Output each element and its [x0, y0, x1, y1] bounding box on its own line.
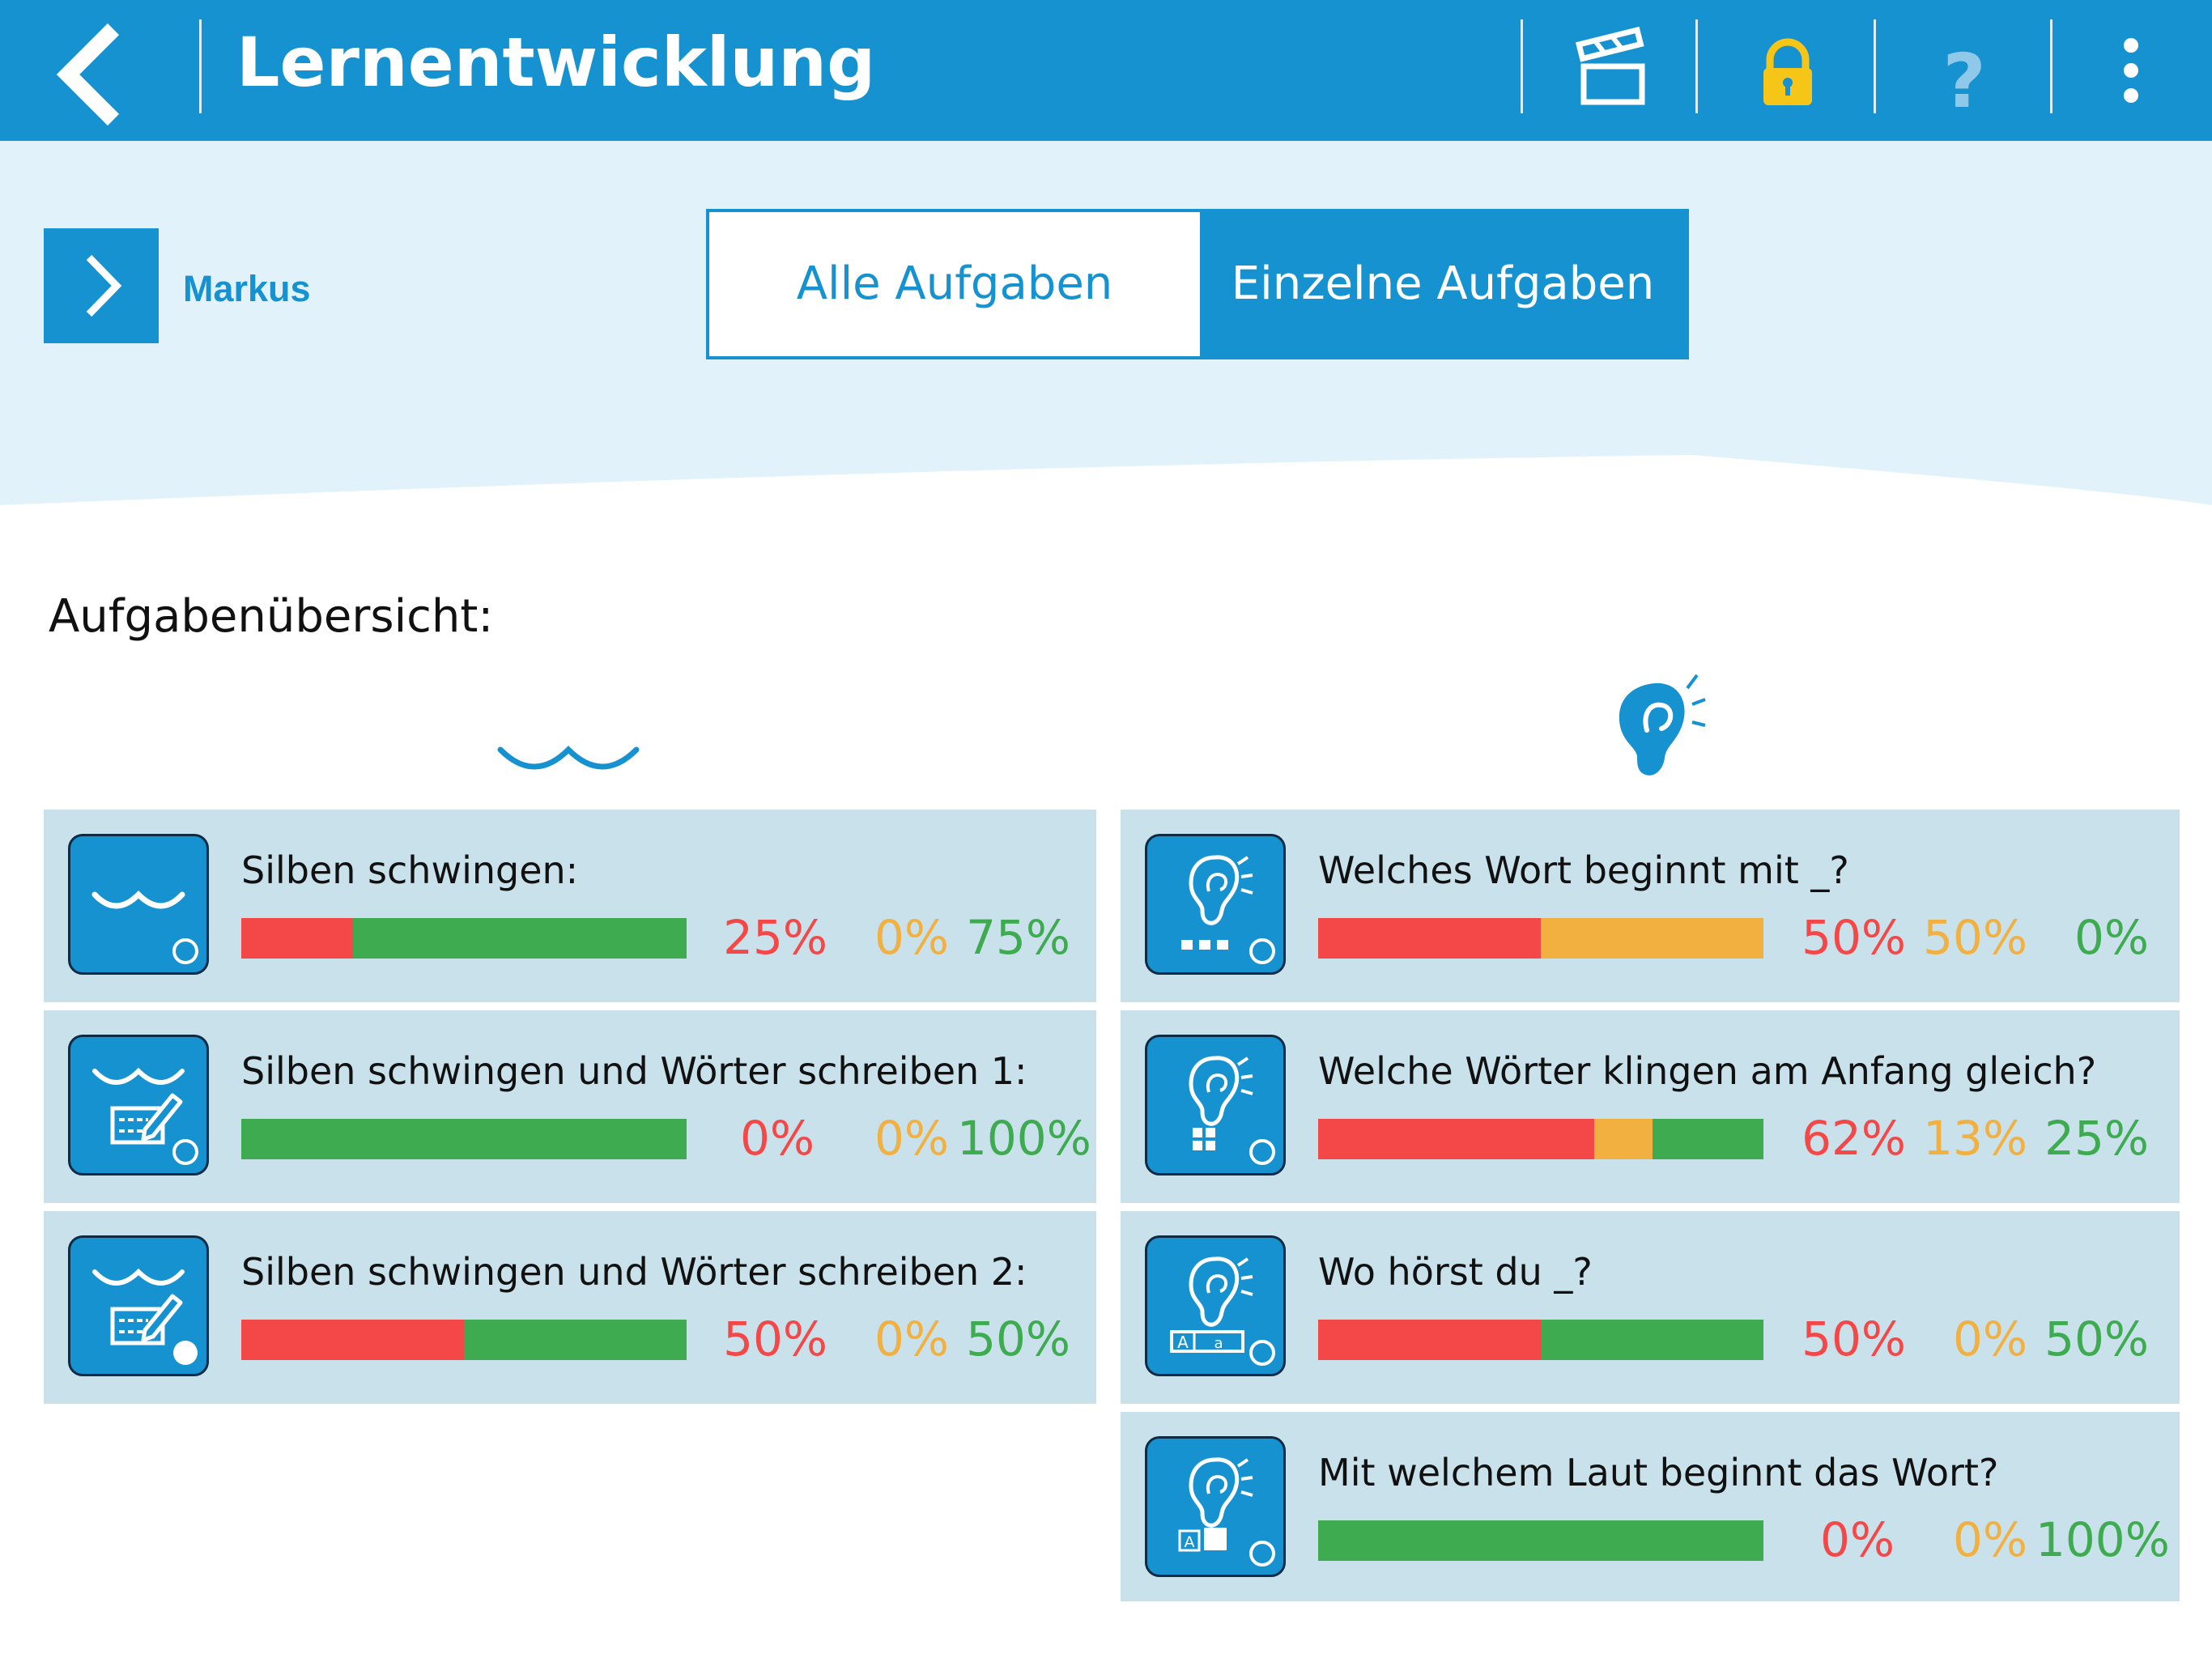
lock-icon [1763, 38, 1812, 105]
result-bar [1318, 918, 1763, 959]
task-card-syllables[interactable]: Silben schwingen: 25% 0% 75% [44, 810, 1096, 1002]
percent-wrong: 62% [1802, 1111, 1906, 1166]
task-icon-button[interactable] [1145, 1035, 1286, 1175]
lock-button[interactable] [1707, 16, 1869, 130]
svg-text:A: A [1177, 1333, 1189, 1352]
bar-segment-wrong [1318, 1119, 1594, 1159]
bar-segment-wrong [241, 1320, 464, 1360]
question-mark-icon: ? [1942, 38, 1985, 125]
percent-correct: 50% [966, 1312, 1070, 1367]
help-button[interactable]: ? [1883, 16, 2045, 130]
percent-partial: 0% [874, 910, 949, 965]
ear-dots-icon [1181, 855, 1275, 964]
divider [1874, 19, 1876, 113]
svg-text:A: A [1185, 1533, 1195, 1551]
percent-partial: 50% [1923, 910, 2027, 965]
chevron-right-icon [86, 254, 122, 317]
ear-grid-icon [1189, 1056, 1275, 1165]
task-card-words-sound-same[interactable]: Welche Wörter klingen am Anfang gleich? … [1121, 1010, 2180, 1203]
syllable-swing-icon [91, 891, 198, 964]
result-bar [1318, 1520, 1763, 1561]
divider [199, 19, 202, 113]
bar-segment-correct [1318, 1520, 1763, 1561]
bar-segment-correct [241, 1119, 687, 1159]
percent-correct: 0% [2074, 910, 2149, 965]
percent-partial: 0% [1952, 1512, 2027, 1567]
percent-wrong: 0% [739, 1111, 815, 1166]
task-card-syllables-write-2[interactable]: Silben schwingen und Wörter schreiben 2:… [44, 1211, 1096, 1404]
divider [2050, 19, 2052, 113]
percent-wrong: 25% [723, 910, 827, 965]
more-vertical-icon [2124, 38, 2138, 103]
tab-all-tasks[interactable]: Alle Aufgaben [709, 212, 1200, 356]
percent-correct: 25% [2044, 1111, 2149, 1166]
percent-partial: 13% [1923, 1111, 2027, 1166]
task-icon-button[interactable]: A a [1145, 1235, 1286, 1376]
bar-segment-partial [1594, 1119, 1653, 1159]
task-card-word-begins-with[interactable]: Welches Wort beginnt mit _? 50% 50% 0% [1121, 810, 2180, 1002]
task-title: Silben schwingen und Wörter schreiben 2: [241, 1250, 1027, 1294]
percent-partial: 0% [874, 1312, 949, 1367]
divider [1695, 19, 1698, 113]
result-bar [241, 918, 687, 959]
user-expand-button[interactable] [44, 228, 159, 343]
svg-text:?: ? [1942, 38, 1985, 125]
task-icon-button[interactable]: A [1145, 1436, 1286, 1577]
syllable-write-icon [92, 1268, 198, 1365]
tab-single-tasks[interactable]: Einzelne Aufgaben [1200, 212, 1686, 356]
task-card-syllables-write-1[interactable]: Silben schwingen und Wörter schreiben 1:… [44, 1010, 1096, 1203]
top-bar: Lernentwicklung ? [0, 0, 2212, 141]
bar-segment-partial [1541, 918, 1763, 959]
divider [1521, 19, 1523, 113]
task-icon-button[interactable] [1145, 834, 1286, 975]
task-title: Welches Wort beginnt mit _? [1318, 848, 1849, 892]
percent-correct: 100% [2035, 1512, 2170, 1567]
task-title: Silben schwingen und Wörter schreiben 1: [241, 1049, 1027, 1093]
result-bar [1318, 1320, 1763, 1360]
task-title: Wo hörst du _? [1318, 1250, 1593, 1294]
ear-letter-box-icon: A a [1170, 1256, 1275, 1366]
result-bar [241, 1119, 687, 1159]
page-title: Lernentwicklung [236, 23, 876, 102]
result-bar [241, 1320, 687, 1360]
bar-segment-wrong [1318, 1320, 1541, 1360]
task-card-first-sound[interactable]: A Mit welchem Laut beginnt das Wort? 0% … [1121, 1412, 2180, 1601]
bar-segment-correct [1652, 1119, 1763, 1159]
percent-partial: 0% [874, 1111, 949, 1166]
ear-icon [1619, 674, 1706, 776]
percent-correct: 50% [2044, 1312, 2149, 1367]
clapperboard-button[interactable] [1529, 16, 1691, 130]
percent-wrong: 50% [723, 1312, 827, 1367]
ear-letter-square-icon: A [1178, 1457, 1275, 1567]
clapperboard-icon [1575, 26, 1645, 105]
syllable-arc-icon [497, 746, 640, 770]
task-title: Welche Wörter klingen am Anfang gleich? [1318, 1049, 2097, 1093]
percent-wrong: 50% [1802, 1312, 1906, 1367]
task-title: Silben schwingen: [241, 848, 579, 892]
task-card-where-do-you-hear[interactable]: A a Wo hörst du _? 50% 0% 50% [1121, 1211, 2180, 1404]
user-name[interactable]: Markus [183, 268, 311, 309]
bar-segment-correct [464, 1320, 687, 1360]
svg-text:a: a [1214, 1335, 1223, 1352]
percent-partial: 0% [1952, 1312, 2027, 1367]
task-icon-button[interactable] [68, 1235, 209, 1376]
more-menu-button[interactable] [2050, 16, 2212, 130]
percent-wrong: 50% [1802, 910, 1906, 965]
bar-segment-correct [352, 918, 687, 959]
bar-segment-correct [1541, 1320, 1763, 1360]
back-button[interactable] [40, 11, 162, 130]
task-icon-button[interactable] [68, 834, 209, 975]
result-bar [1318, 1119, 1763, 1159]
percent-correct: 100% [957, 1111, 1091, 1166]
bar-segment-wrong [1318, 918, 1541, 959]
percent-wrong: 0% [1819, 1512, 1895, 1567]
chevron-left-icon [56, 23, 120, 126]
view-toggle: Alle Aufgaben Einzelne Aufgaben [706, 209, 1689, 359]
bar-segment-wrong [241, 918, 353, 959]
percent-correct: 75% [966, 910, 1070, 965]
task-title: Mit welchem Laut beginnt das Wort? [1318, 1451, 1999, 1494]
section-title: Aufgabenübersicht: [49, 590, 494, 643]
syllable-write-icon [92, 1067, 198, 1165]
task-icon-button[interactable] [68, 1035, 209, 1175]
